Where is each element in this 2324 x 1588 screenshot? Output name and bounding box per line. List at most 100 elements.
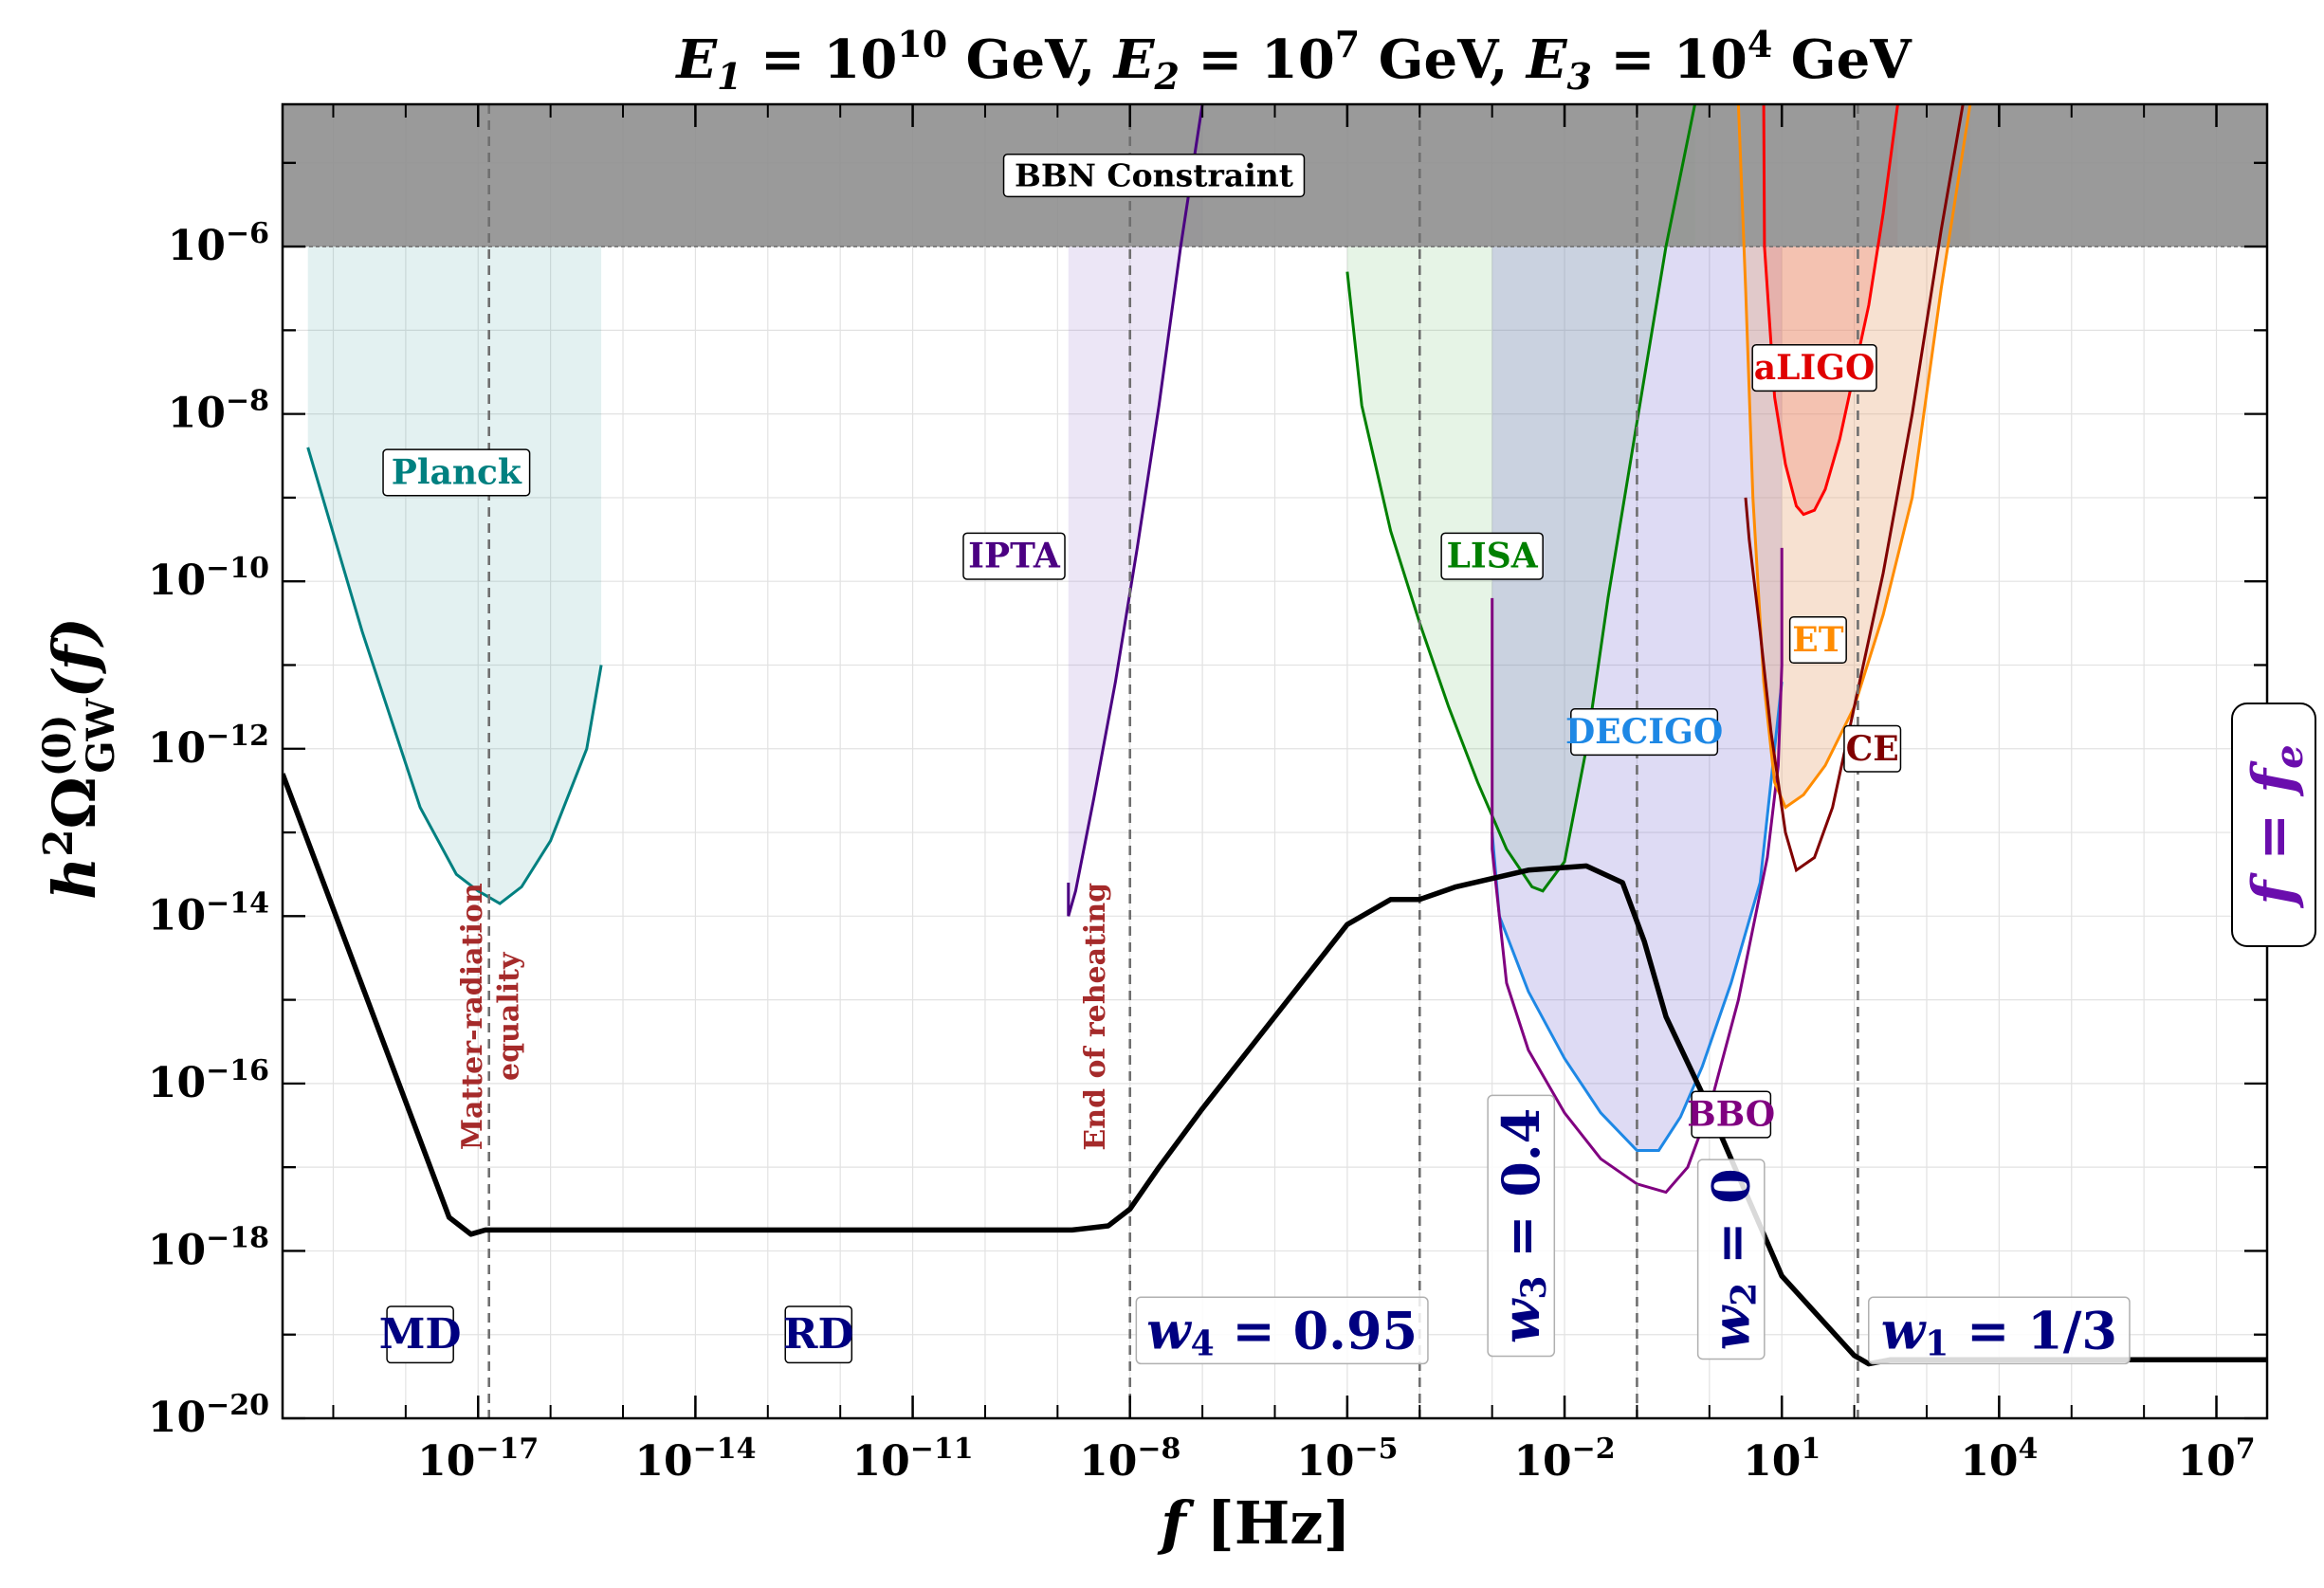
eos-label-box xyxy=(1696,1159,1766,1360)
detector-curves-layer xyxy=(306,104,1972,1195)
eos-sub: 4 xyxy=(1191,1323,1215,1363)
x-tick-base: 10 xyxy=(1960,1437,2018,1486)
x-tick-base: 10 xyxy=(634,1437,692,1486)
detector-label-ce-text: CE xyxy=(1846,729,1899,769)
side-label-box xyxy=(2231,703,2316,947)
detector-label-et-text: ET xyxy=(1792,620,1843,660)
detector-label-ipta-box xyxy=(962,532,1066,580)
eos-var: w xyxy=(1146,1300,1193,1360)
eos-var: w xyxy=(1491,1297,1551,1343)
x-tick-label: 101 xyxy=(1743,1433,1821,1486)
detector-label-bbo-text: BBO xyxy=(1687,1095,1775,1135)
y-tick-exp: −16 xyxy=(206,1054,269,1087)
eos-sub: 1 xyxy=(1925,1323,1949,1363)
detector-fill-decigo xyxy=(1491,246,1783,1151)
region-label-md-box xyxy=(386,1305,454,1364)
spectrum-layer xyxy=(283,773,2267,1367)
eos-label-text: w1 = 1/3 xyxy=(1881,1300,2117,1363)
eos-sub: 2 xyxy=(1725,1283,1765,1306)
x-tick-base: 10 xyxy=(417,1437,475,1486)
detector-label-planck-box xyxy=(382,448,531,497)
y-tick-base: 10 xyxy=(148,1394,206,1442)
detector-fill-planck xyxy=(307,246,602,904)
x-tick-exp: 4 xyxy=(2019,1433,2039,1466)
detector-label-lisa-text: LISA xyxy=(1447,537,1539,576)
y-tick-label: 10−20 xyxy=(148,1389,269,1442)
eos-label-text: w4 = 0.95 xyxy=(1146,1300,1418,1363)
xlabel-unit: [Hz] xyxy=(1186,1488,1351,1558)
x-tick-label: 10−2 xyxy=(1513,1433,1615,1486)
side-label-main: f = f xyxy=(2241,760,2307,909)
eos-value: = 0 xyxy=(1701,1168,1762,1282)
x-tick-exp: −14 xyxy=(693,1433,757,1466)
x-axis-label: f [Hz] xyxy=(1157,1488,1351,1558)
detector-label-bbo-box xyxy=(1691,1090,1772,1139)
title-eq: = 10 xyxy=(1592,28,1748,91)
title-unit: GeV xyxy=(1772,28,1912,91)
detector-curve-bbo xyxy=(1491,547,1784,1195)
detector-label-decigo-box xyxy=(1570,708,1719,757)
title-sub: 2 xyxy=(1153,55,1179,98)
detector-curve-planck xyxy=(306,447,603,905)
detector-label-aligo-box xyxy=(1751,344,1877,392)
title-var: E xyxy=(1112,28,1156,91)
eos-label-text: w2 = 0 xyxy=(1701,1168,1765,1350)
title-sup: 10 xyxy=(897,23,947,65)
eos-label: w4 = 0.95 xyxy=(1135,1296,1429,1365)
title-sub: 3 xyxy=(1567,55,1592,98)
eos-value: = 1/3 xyxy=(1949,1300,2117,1360)
y-tick-exp: −12 xyxy=(206,720,269,753)
detector-fill-ipta xyxy=(1068,104,1203,917)
x-tick-exp: −17 xyxy=(475,1433,539,1466)
ylabel-h: h xyxy=(40,857,109,900)
title-sub: 1 xyxy=(717,55,741,98)
annotation-text: Matter-radiation xyxy=(456,883,489,1150)
detector-curve-lisa xyxy=(1345,104,1696,893)
x-tick-base: 10 xyxy=(1079,1437,1137,1486)
ylabel-sub: GW xyxy=(79,697,123,773)
side-label-text: f = fe xyxy=(2241,744,2312,908)
y-axis-label: h2Ω(0)GW(f) xyxy=(35,617,123,900)
bbn-label-text: BBN Constraint xyxy=(1015,157,1294,194)
y-tick-base: 10 xyxy=(148,724,206,773)
x-tick-label: 10−14 xyxy=(634,1433,756,1486)
y-tick-label: 10−12 xyxy=(148,720,269,773)
ylabel-sup2: 2 xyxy=(35,830,82,857)
y-tick-base: 10 xyxy=(148,1059,206,1107)
detector-fill-aligo xyxy=(1764,104,1898,515)
x-tick-base: 10 xyxy=(1513,1437,1571,1486)
detector-fill-lisa xyxy=(1346,104,1695,891)
detector-label-aligo-text: aLIGO xyxy=(1754,348,1876,388)
y-tick-label: 10−6 xyxy=(168,217,269,270)
eos-label-box xyxy=(1487,1094,1556,1358)
eos-var: w xyxy=(1701,1304,1762,1350)
chart-title: E1 = 1010 GeV, E2 = 107 GeV, E3 = 104 Ge… xyxy=(674,23,1912,98)
detector-label-ce-box xyxy=(1843,724,1902,773)
eos-value: = 0.4 xyxy=(1491,1108,1551,1276)
detector-label-et-box xyxy=(1788,615,1847,665)
detector-fills-layer xyxy=(307,104,1970,1151)
region-label-rd-text: RD xyxy=(783,1310,854,1359)
eos-label: w3 = 0.4 xyxy=(1487,1094,1556,1358)
detector-label-lisa-box xyxy=(1440,532,1544,580)
detector-label-planck-text: Planck xyxy=(392,452,522,492)
region-label-md-text: MD xyxy=(379,1310,462,1359)
y-tick-label: 10−10 xyxy=(148,552,269,605)
eos-sub: 3 xyxy=(1514,1276,1554,1300)
title-space xyxy=(1508,28,1527,91)
title-unit: GeV, xyxy=(1360,28,1508,91)
detector-curve-et xyxy=(1736,104,1972,810)
eos-label: w1 = 1/3 xyxy=(1868,1296,2131,1365)
y-tick-exp: −10 xyxy=(206,552,269,585)
gw-spectrum-line xyxy=(283,773,2267,1367)
side-label: f = fe xyxy=(2231,703,2316,947)
y-tick-label: 10−14 xyxy=(148,886,269,940)
x-tick-base: 10 xyxy=(2177,1437,2235,1486)
x-tick-exp: 7 xyxy=(2236,1433,2256,1466)
x-tick-exp: −8 xyxy=(1137,1433,1180,1466)
labels-layer: E1 = 1010 GeV, E2 = 107 GeV, E3 = 104 Ge… xyxy=(35,23,2316,1558)
eos-label-text: w3 = 0.4 xyxy=(1491,1108,1554,1343)
title-eq: = 10 xyxy=(1180,28,1335,91)
ylabel-omega: Ω xyxy=(40,776,109,829)
